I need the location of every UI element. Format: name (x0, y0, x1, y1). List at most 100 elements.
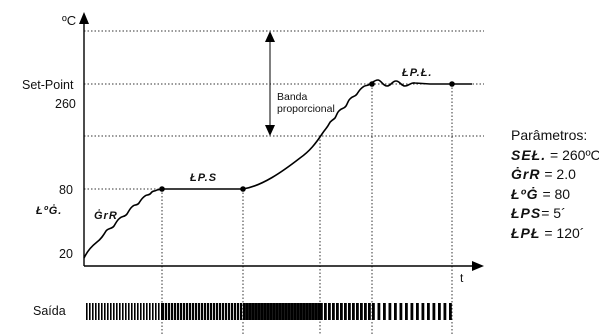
output-pulse (104, 303, 106, 320)
output-pulse (328, 303, 331, 320)
band-label-line1: Banda (277, 91, 308, 103)
output-label: Saída (33, 304, 66, 318)
output-pulse (383, 303, 386, 320)
parameter-row: ŁºĠ = 80 (511, 185, 599, 205)
parameter-value: = 5´ (541, 205, 566, 221)
output-pulse (119, 303, 121, 320)
output-pulse (137, 303, 139, 320)
output-pulse (165, 303, 168, 320)
output-pulse (336, 303, 339, 320)
output-pulse (89, 303, 91, 320)
output-pulse (318, 303, 321, 320)
y-axis-unit: ºC (62, 13, 76, 28)
parameter-row: ŁPŁ = 120´ (511, 224, 599, 244)
output-pulse (276, 303, 279, 320)
output-pulse (427, 303, 430, 320)
output-pulse (372, 303, 375, 320)
setpoint-label: Set-Point (22, 78, 74, 92)
output-pulse (432, 303, 436, 320)
horizontal-guides (84, 30, 484, 190)
output-pulse (352, 303, 355, 320)
curve-markers (159, 81, 455, 192)
output-pulse (368, 303, 371, 320)
output-pulse (360, 303, 363, 320)
output-pulse (410, 303, 414, 320)
output-pulse (107, 303, 109, 320)
output-pulse (399, 303, 403, 320)
output-pulse (216, 303, 219, 320)
output-pulse (161, 303, 163, 320)
vertical-guides (161, 84, 453, 335)
output-pulse (258, 303, 261, 320)
output-pulse (195, 303, 198, 320)
parameter-code: ŁPŁ (511, 224, 541, 241)
parameter-value: = 120´ (540, 224, 585, 241)
output-pulse (261, 303, 264, 320)
output-pulse (416, 303, 419, 320)
parameter-code: SEŁ. (511, 146, 547, 163)
output-pulse (122, 303, 124, 320)
output-pulse (143, 303, 145, 320)
output-pulse (213, 303, 216, 320)
band-label-line2: proporcional (277, 103, 335, 115)
hold-time-label: ŁP.S (189, 172, 217, 184)
parameter-row: ĠrR = 2.0 (511, 165, 599, 185)
output-pulse (152, 303, 154, 320)
output-pulse (312, 303, 315, 320)
output-pulse (306, 303, 309, 320)
parameter-value: = 2.0 (540, 166, 576, 182)
hold-end-point (240, 186, 246, 192)
output-pulse (285, 303, 288, 320)
output-pulse (438, 303, 441, 320)
band-arrow-up-icon (265, 31, 275, 42)
output-pulse (252, 303, 255, 320)
output-pulse (356, 303, 359, 320)
output-pulse (243, 303, 246, 320)
parameter-code: ŁºĠ (511, 185, 539, 202)
output-pulse (288, 303, 291, 320)
output-pulse (186, 303, 189, 320)
temperature-curve (83, 79, 472, 259)
output-pulse (344, 303, 347, 320)
output-pulse (282, 303, 285, 320)
output-pulse (273, 303, 276, 320)
final-time-end-point (449, 81, 455, 87)
output-pulse (234, 303, 237, 320)
parameter-row: ŁPS= 5´ (511, 204, 599, 224)
output-pulse (264, 303, 267, 320)
axes (79, 12, 484, 271)
level-80-label: 80 (59, 183, 73, 197)
parameter-value: = 80 (538, 185, 571, 202)
output-pulse (110, 303, 112, 320)
output-pulse (140, 303, 142, 320)
output-pulse (297, 303, 300, 320)
band-arrow-down-icon (265, 125, 275, 136)
parameter-value: = 260ºC (546, 146, 599, 163)
output-pulse (177, 303, 180, 320)
ramp-label: ĠrR (94, 209, 118, 222)
output-pulse (340, 303, 343, 320)
output-pulse (222, 303, 225, 320)
output-pulse (267, 303, 270, 320)
output-pulse (155, 303, 157, 320)
parameter-code: ŁPS (511, 205, 542, 221)
output-pulse (315, 303, 318, 320)
x-axis-arrow-icon (472, 261, 484, 271)
output-pulse (198, 303, 201, 320)
output-pulse (174, 303, 177, 320)
output-pulse (377, 303, 381, 320)
output-pulse (332, 303, 335, 320)
output-pulse (240, 303, 243, 320)
output-pulse (225, 303, 228, 320)
output-pulse (101, 303, 103, 320)
output-pulse (449, 303, 452, 320)
output-pulse (228, 303, 231, 320)
output-pulse (320, 303, 323, 320)
output-pulse (131, 303, 133, 320)
output-pulse (291, 303, 294, 320)
output-pulse (364, 303, 367, 320)
output-pulse (219, 303, 222, 320)
output-pulse (158, 303, 160, 320)
output-pulse (192, 303, 195, 320)
